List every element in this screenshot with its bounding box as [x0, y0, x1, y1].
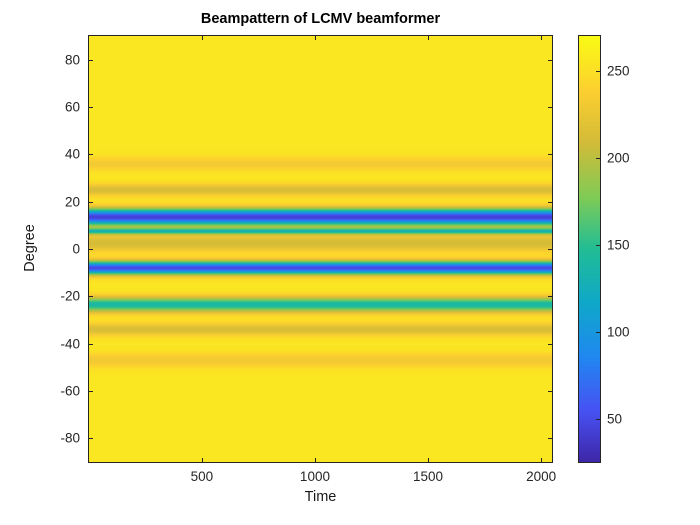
colorbar-tick-mark [596, 418, 600, 420]
x-tick-mark [428, 36, 430, 40]
y-tick-mark [548, 201, 552, 203]
colorbar-canvas [579, 36, 600, 462]
x-tick-label: 1000 [299, 469, 330, 484]
colorbar-tick-label: 150 [607, 237, 630, 253]
x-tick-mark [428, 458, 430, 462]
x-tick-mark [541, 458, 543, 462]
colorbar-tick-label: 50 [607, 411, 623, 427]
colorbar-tick-mark [596, 244, 600, 246]
y-tick-mark [548, 438, 552, 440]
y-tick-mark [548, 59, 552, 61]
y-axis-label: Degree [22, 224, 38, 272]
colorbar [578, 35, 601, 463]
y-tick-mark [548, 107, 552, 108]
x-tick-label: 500 [190, 469, 214, 484]
y-tick-label: -40 [60, 336, 80, 352]
x-tick-label: 1500 [413, 469, 444, 484]
chart-title: Beampattern of LCMV beamformer [200, 11, 441, 27]
y-tick-mark [89, 107, 93, 108]
y-tick-mark [548, 343, 552, 345]
x-tick-mark [314, 36, 316, 40]
x-tick-mark [201, 458, 203, 462]
y-tick-label: -20 [60, 288, 80, 304]
y-tick-label: 0 [72, 241, 80, 257]
x-axis-label: Time [304, 489, 337, 505]
y-tick-label: -60 [60, 383, 80, 399]
y-tick-mark [89, 438, 93, 440]
y-tick-mark [89, 249, 93, 250]
y-tick-mark [548, 391, 552, 392]
x-tick-mark [541, 36, 543, 40]
colorbar-tick-mark [596, 157, 600, 159]
colorbar-tick-label: 250 [607, 63, 630, 79]
y-tick-mark [89, 343, 93, 345]
y-tick-label: 60 [64, 99, 80, 115]
heatmap-canvas [89, 36, 552, 462]
colorbar-tick-label: 100 [607, 324, 630, 340]
colorbar-tick-label: 200 [607, 150, 630, 166]
x-tick-label: 2000 [526, 469, 557, 484]
colorbar-tick-mark [596, 331, 600, 333]
y-tick-mark [548, 249, 552, 250]
y-tick-mark [89, 296, 93, 298]
y-tick-mark [89, 391, 93, 392]
y-tick-mark [89, 59, 93, 61]
plot-area [88, 35, 553, 463]
y-tick-label: 80 [64, 52, 80, 68]
x-tick-mark [201, 36, 203, 40]
y-tick-mark [548, 154, 552, 156]
y-tick-mark [89, 154, 93, 156]
y-tick-label: -80 [60, 430, 80, 446]
colorbar-tick-mark [596, 70, 600, 72]
y-tick-label: 40 [64, 146, 80, 162]
y-tick-mark [548, 296, 552, 298]
y-tick-label: 20 [64, 194, 80, 210]
y-tick-mark [89, 201, 93, 203]
x-tick-mark [314, 458, 316, 462]
